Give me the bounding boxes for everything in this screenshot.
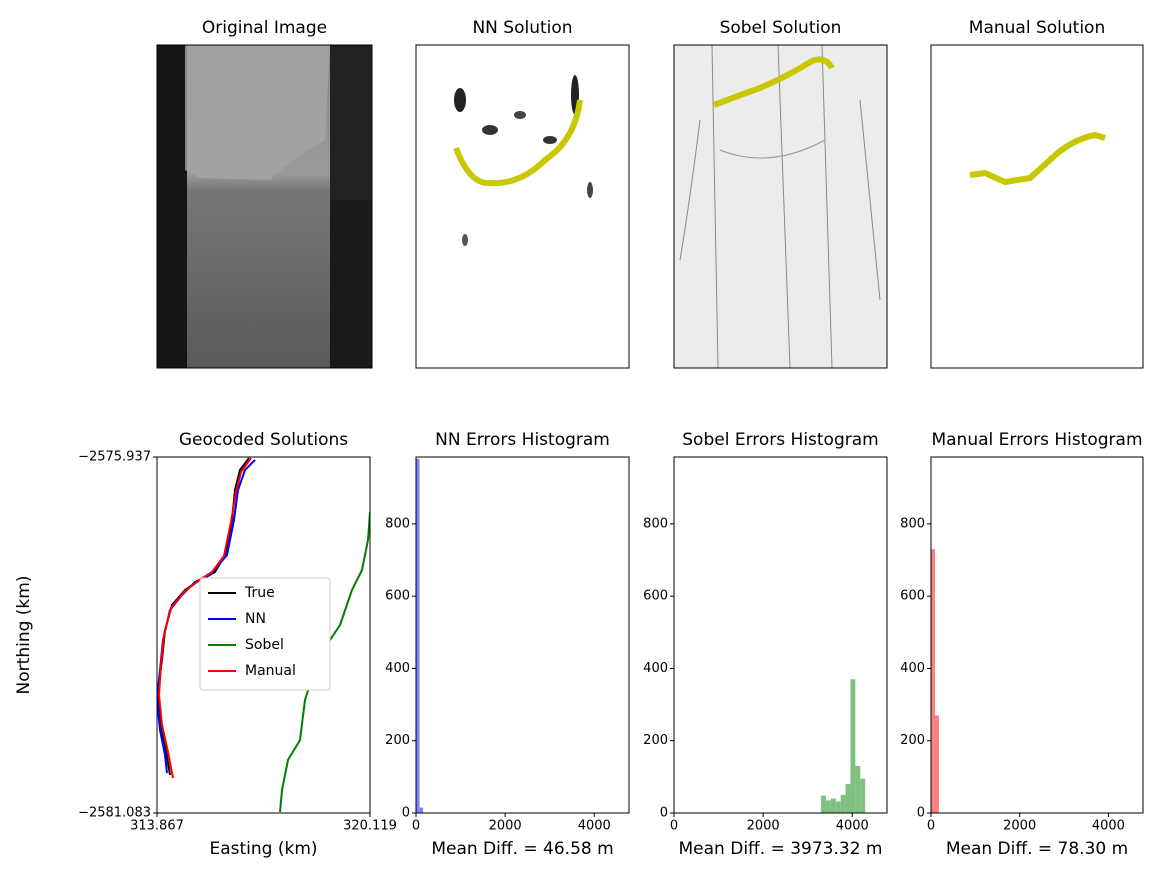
frame	[673, 44, 888, 369]
y-tick-label: 200	[900, 733, 925, 748]
chart-title: NN Errors Histogram	[435, 430, 610, 450]
y-tick-label: 600	[643, 589, 668, 604]
y-tick-label: 400	[900, 661, 925, 676]
original-image	[157, 45, 372, 368]
chart-title: NN Solution	[472, 18, 572, 38]
manual-image	[931, 45, 1144, 368]
x-axis-label: Mean Diff. = 46.58 m	[431, 839, 613, 859]
chart-title: Geocoded Solutions	[179, 430, 348, 450]
legend-label: NN	[245, 611, 266, 627]
histogram-bar	[419, 807, 424, 813]
y-tick-label: 200	[643, 733, 668, 748]
x-tick-label: 0	[670, 819, 678, 834]
frame	[930, 44, 1144, 369]
y-tick-label: 400	[643, 661, 668, 676]
x-axis-label: Mean Diff. = 78.30 m	[946, 839, 1128, 859]
histogram-bar	[830, 798, 836, 813]
legend-label: Sobel	[245, 637, 284, 653]
histogram-bar	[850, 679, 856, 813]
frame	[415, 44, 630, 369]
histogram-bar	[835, 801, 841, 813]
histogram-bar	[416, 458, 420, 813]
x-tick-label: 4000	[1092, 819, 1125, 834]
y-tick-label: 600	[900, 589, 925, 604]
legend-frame	[199, 577, 331, 691]
y-tick-label: 800	[643, 516, 668, 531]
y-tick-label: 200	[385, 733, 410, 748]
y-tick-label: 0	[402, 806, 410, 821]
histogram-bar	[934, 715, 939, 813]
chart-title: Sobel Errors Histogram	[682, 430, 878, 450]
y-axis-label: Northing (km)	[14, 576, 34, 695]
x-tick-label: 2000	[1003, 819, 1036, 834]
chart-title: Original Image	[202, 18, 327, 38]
x-axis-label: Easting (km)	[209, 839, 317, 859]
chart-title: Manual Errors Histogram	[931, 430, 1142, 450]
x-tick-label: 2000	[747, 819, 780, 834]
x-tick-label: 313.867	[130, 819, 184, 834]
legend-label: Manual	[245, 663, 296, 679]
y-tick-label: −2581.083	[78, 806, 151, 821]
chart-title: Sobel Solution	[720, 18, 842, 38]
legend-label: True	[244, 585, 275, 601]
series-line	[157, 457, 252, 779]
histogram-bar	[931, 549, 935, 813]
y-tick-label: 400	[385, 661, 410, 676]
y-tick-label: 0	[660, 806, 668, 821]
x-axis-label: Mean Diff. = 3973.32 m	[679, 839, 883, 859]
y-tick-label: 800	[385, 516, 410, 531]
x-tick-label: 320.119	[343, 819, 397, 834]
histogram-bar	[855, 766, 861, 813]
frame	[156, 44, 373, 369]
histogram-bar	[840, 794, 846, 813]
nn-image	[416, 45, 629, 368]
frame	[415, 456, 630, 814]
x-tick-label: 0	[927, 819, 935, 834]
histogram-bar	[821, 795, 826, 813]
y-tick-label: −2575.937	[78, 450, 151, 465]
sobel-image	[674, 44, 887, 369]
frame	[930, 456, 1144, 814]
histogram-bar	[825, 800, 831, 813]
y-tick-label: 0	[917, 806, 925, 821]
histogram-bar	[845, 784, 851, 813]
x-tick-label: 4000	[836, 819, 869, 834]
frame	[156, 456, 371, 814]
x-tick-label: 0	[412, 819, 420, 834]
histogram-bar	[860, 778, 866, 813]
y-tick-label: 600	[385, 589, 410, 604]
x-tick-label: 4000	[578, 819, 611, 834]
x-tick-label: 2000	[489, 819, 522, 834]
chart-title: Manual Solution	[969, 18, 1105, 38]
y-tick-label: 800	[900, 516, 925, 531]
frame	[673, 456, 888, 814]
